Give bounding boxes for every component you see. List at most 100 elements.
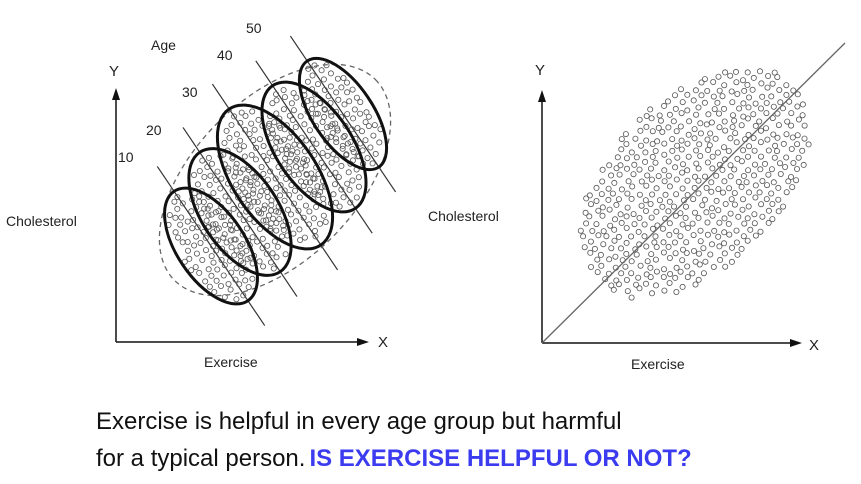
data-point [232, 164, 239, 171]
data-point [268, 207, 275, 214]
data-point [328, 112, 335, 119]
data-point [362, 119, 369, 126]
data-point [291, 171, 298, 178]
data-point [243, 247, 250, 254]
data-point [608, 172, 615, 179]
data-point [606, 206, 613, 213]
data-point [769, 115, 776, 122]
data-point [636, 116, 643, 123]
data-point [190, 216, 197, 223]
data-point [702, 196, 709, 203]
data-point [703, 209, 710, 216]
data-point [597, 251, 604, 258]
data-point [650, 225, 657, 232]
data-point [741, 87, 748, 94]
data-point [249, 170, 256, 177]
data-point [256, 136, 263, 143]
data-point [628, 294, 635, 301]
data-point [726, 185, 733, 192]
data-point [653, 268, 660, 275]
data-point [228, 122, 235, 129]
data-point [788, 122, 795, 129]
data-point [698, 92, 705, 99]
data-point [332, 135, 339, 142]
data-point [750, 74, 757, 81]
data-point [311, 191, 318, 198]
data-point [672, 212, 679, 219]
data-point [705, 111, 712, 118]
data-point [715, 186, 722, 193]
data-point [721, 178, 728, 185]
data-point [765, 73, 772, 80]
data-point [220, 272, 227, 279]
data-point [771, 154, 778, 161]
data-point [277, 124, 284, 131]
data-point [743, 179, 750, 186]
data-point [734, 91, 741, 98]
data-point [706, 142, 713, 149]
data-point [695, 165, 702, 172]
data-point [703, 121, 710, 128]
data-point [280, 222, 287, 229]
data-point [771, 69, 778, 76]
data-point [667, 270, 674, 277]
data-point [780, 105, 787, 112]
data-point [710, 93, 717, 100]
data-point [355, 183, 362, 190]
data-point [293, 94, 300, 101]
data-point [286, 158, 293, 165]
data-point [704, 88, 711, 95]
data-point [799, 112, 806, 119]
data-point [212, 209, 219, 216]
data-point [237, 257, 244, 264]
data-point [770, 131, 777, 138]
data-point [744, 69, 751, 76]
data-point [246, 131, 253, 138]
data-point [752, 194, 759, 201]
data-point [715, 233, 722, 240]
data-point [628, 270, 635, 277]
data-point [684, 107, 691, 114]
data-point [338, 162, 345, 169]
data-point [583, 220, 590, 227]
data-point [745, 115, 752, 122]
data-point [777, 99, 784, 106]
data-point [672, 250, 679, 257]
data-point [281, 161, 288, 168]
data-point [254, 198, 261, 205]
data-point [683, 239, 690, 246]
left-panel: Y X Cholesterol Exercise Age 10 20 30 40… [6, 20, 397, 370]
data-point [206, 181, 213, 188]
data-point [780, 203, 787, 210]
data-point [252, 156, 259, 163]
data-point [665, 208, 672, 215]
data-point [276, 216, 283, 223]
data-point [757, 68, 764, 75]
data-point [622, 263, 629, 270]
data-point [665, 98, 672, 105]
data-point [206, 283, 213, 290]
data-point [769, 80, 776, 87]
data-point [673, 264, 680, 271]
data-point [611, 179, 618, 186]
data-point [677, 268, 684, 275]
data-point [652, 159, 659, 166]
data-point [727, 162, 734, 169]
data-point [624, 204, 631, 211]
caption-question: IS EXERCISE HELPFUL OR NOT? [309, 445, 692, 472]
data-point [655, 124, 662, 131]
data-point [320, 164, 327, 171]
data-point [586, 213, 593, 220]
data-point [775, 122, 782, 129]
data-point [358, 128, 365, 135]
data-point [777, 170, 784, 177]
data-point [684, 167, 691, 174]
data-point [741, 220, 748, 227]
data-point [765, 171, 772, 178]
data-point [692, 281, 699, 288]
data-point [260, 142, 267, 149]
data-point [768, 190, 775, 197]
data-point [605, 196, 612, 203]
data-point [774, 74, 781, 81]
data-point [729, 99, 736, 106]
